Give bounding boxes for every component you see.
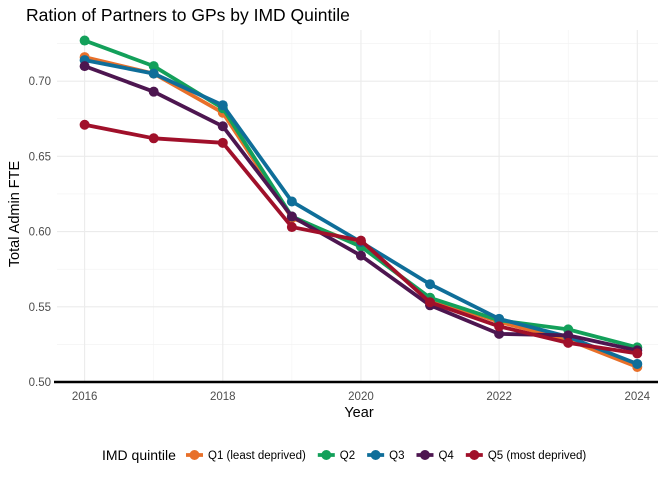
x-tick-label: 2024 (624, 391, 650, 403)
data-point (79, 35, 90, 46)
y-tick-label: 0.70 (29, 76, 51, 88)
data-point (563, 330, 574, 341)
data-point (148, 68, 159, 79)
data-point (355, 250, 366, 261)
legend-key-point (370, 450, 381, 460)
x-tick-label: 2020 (348, 391, 374, 403)
legend-item: Q5 (most deprived) (465, 450, 587, 462)
data-point (286, 222, 297, 233)
chart-title: Ration of Partners to GPs by IMD Quintil… (26, 5, 350, 25)
data-point (148, 86, 159, 97)
data-point (632, 358, 643, 369)
legend-key-point (469, 450, 480, 460)
data-point (286, 211, 297, 222)
legend-key-point (321, 450, 332, 460)
y-tick-label: 0.50 (29, 377, 51, 389)
data-point (217, 100, 228, 111)
legend-label: Q2 (340, 450, 355, 462)
legend-item: Q1 (least deprived) (186, 450, 306, 462)
legend-label: Q3 (389, 450, 404, 462)
y-tick-label: 0.60 (29, 227, 51, 239)
data-point (148, 133, 159, 144)
data-point (425, 279, 436, 290)
x-tick-label: 2018 (210, 391, 236, 403)
data-point (217, 137, 228, 148)
y-tick-label: 0.55 (29, 302, 51, 314)
legend-label: Q4 (438, 450, 454, 462)
data-point (632, 348, 643, 359)
y-axis-title: Total Admin FTE (7, 160, 23, 267)
legend-label: Q1 (least deprived) (208, 450, 306, 462)
grid-lines (57, 30, 658, 383)
legend-key-point (419, 450, 430, 460)
data-point (355, 235, 366, 246)
legend-item: Q4 (416, 450, 454, 462)
data-point (148, 61, 159, 72)
legend: IMD quintile Q1 (least deprived) Q2 Q3 Q4 Q5… (102, 447, 586, 463)
legend-key-point (189, 450, 200, 460)
data-point (425, 297, 436, 308)
legend-items: Q1 (least deprived) Q2 Q3 Q4 Q5 (most depriv… (186, 450, 586, 462)
data-point (494, 328, 505, 339)
legend-title: IMD quintile (102, 447, 176, 463)
data-point (217, 121, 228, 132)
legend-item: Q3 (367, 450, 404, 462)
data-point (286, 196, 297, 207)
data-point (494, 321, 505, 332)
series-group (79, 119, 643, 359)
axes: 2016 2018 2020 2022 2024 0.50 0.55 0.60 0.65 0.70 (29, 76, 658, 403)
x-tick-label: 2022 (486, 391, 512, 403)
data-point (79, 61, 90, 72)
data-point (563, 337, 574, 348)
series-lines (79, 35, 643, 372)
legend-label: Q5 (most deprived) (488, 450, 587, 462)
data-point (79, 119, 90, 130)
legend-item: Q2 (317, 450, 355, 462)
y-tick-label: 0.65 (29, 151, 51, 163)
x-axis-title: Year (344, 405, 373, 421)
x-tick-label: 2016 (72, 391, 98, 403)
data-point (494, 313, 505, 324)
